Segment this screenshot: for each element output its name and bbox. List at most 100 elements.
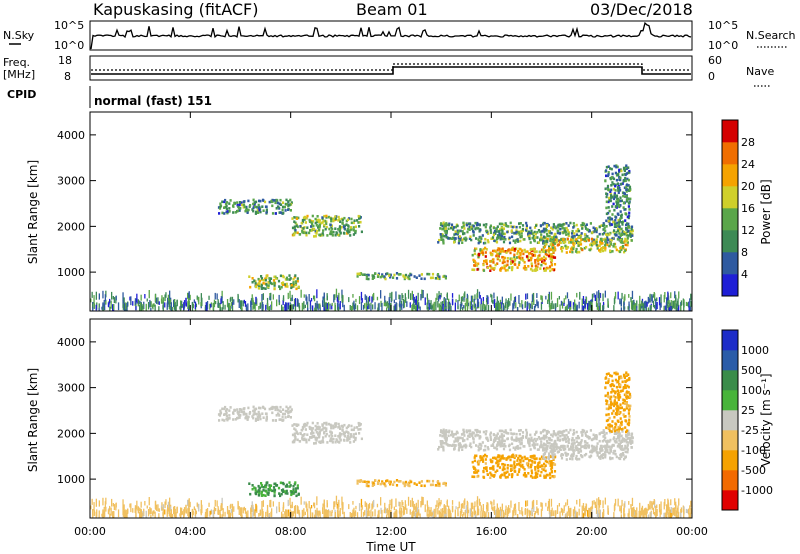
- data-cell: [442, 448, 445, 452]
- data-cell: [305, 233, 308, 237]
- data-cell: [297, 506, 299, 514]
- data-cell: [627, 436, 630, 440]
- data-cell: [499, 441, 502, 445]
- data-cell: [591, 512, 593, 518]
- data-cell: [566, 229, 569, 232]
- data-cell: [257, 206, 260, 210]
- data-cell: [616, 165, 619, 169]
- data-cell: [371, 296, 373, 303]
- data-cell: [352, 509, 354, 515]
- data-cell: [498, 228, 501, 231]
- data-cell: [452, 435, 455, 438]
- data-cell: [332, 426, 335, 430]
- data-cell: [573, 442, 576, 445]
- data-cell: [248, 482, 251, 485]
- data-cell: [424, 504, 426, 513]
- data-cell: [516, 230, 519, 234]
- data-cell: [274, 406, 277, 409]
- data-cell: [613, 432, 616, 435]
- data-cell: [506, 464, 509, 467]
- data-cell: [226, 299, 229, 307]
- data-cell: [251, 415, 254, 418]
- data-cell: [352, 294, 354, 298]
- data-cell: [529, 241, 532, 244]
- data-cell: [498, 233, 501, 236]
- data-cell: [306, 433, 309, 436]
- data-cell: [623, 186, 626, 190]
- data-cell: [485, 436, 488, 440]
- data-cell: [279, 418, 282, 421]
- data-cell: [518, 463, 521, 467]
- data-cell: [556, 438, 559, 442]
- data-cell: [393, 480, 396, 484]
- data-cell: [254, 487, 257, 490]
- data-cell: [539, 465, 542, 468]
- data-cell: [355, 298, 357, 303]
- data-cell: [175, 305, 177, 311]
- data-cell: [286, 285, 289, 288]
- data-cell: [320, 428, 323, 432]
- data-cell: [527, 234, 530, 238]
- data-cell: [607, 418, 610, 422]
- data-cell: [439, 233, 442, 236]
- data-cell: [542, 457, 545, 460]
- data-cell: [604, 436, 607, 440]
- data-cell: [427, 306, 429, 311]
- data-cell: [323, 214, 326, 218]
- data-cell: [372, 481, 375, 485]
- data-cell: [248, 275, 251, 278]
- data-cell: [500, 222, 503, 226]
- data-cell: [204, 305, 207, 311]
- data-cell: [550, 470, 553, 474]
- data-cell: [619, 406, 622, 410]
- data-cell: [598, 306, 600, 311]
- data-cell: [484, 432, 487, 436]
- data-cell: [215, 301, 217, 305]
- data-cell: [513, 258, 516, 261]
- data-cell: [473, 301, 476, 309]
- data-cell: [491, 300, 494, 304]
- data-cell: [565, 246, 568, 250]
- data-cell: [608, 198, 611, 202]
- data-cell: [624, 237, 627, 241]
- data-cell: [627, 178, 630, 182]
- data-cell: [474, 468, 477, 472]
- data-cell: [505, 505, 507, 510]
- data-cell: [668, 304, 670, 311]
- data-cell: [491, 294, 493, 303]
- data-cell: [543, 245, 546, 249]
- data-cell: [620, 248, 623, 251]
- data-cell: [107, 302, 110, 307]
- data-cell: [536, 443, 539, 446]
- data-cell: [301, 509, 303, 518]
- data-cell: [625, 441, 628, 444]
- data-cell: [519, 252, 522, 255]
- data-cell: [625, 393, 628, 396]
- data-cell: [179, 306, 181, 310]
- data-cell: [631, 497, 634, 506]
- data-cell: [470, 502, 473, 512]
- data-cell: [228, 207, 231, 210]
- data-cell: [224, 511, 226, 517]
- data-cell: [321, 423, 324, 426]
- data-cell: [357, 428, 360, 431]
- data-cell: [471, 253, 474, 257]
- data-cell: [296, 438, 299, 442]
- data-cell: [617, 395, 620, 399]
- data-cell: [610, 184, 613, 187]
- data-cell: [680, 300, 683, 306]
- data-cell: [95, 511, 97, 518]
- data-cell: [482, 460, 485, 463]
- data-cell: [617, 235, 620, 239]
- data-cell: [617, 430, 620, 433]
- data-cell: [530, 262, 533, 265]
- data-cell: [319, 512, 321, 518]
- data-cell: [620, 237, 624, 241]
- data-cell: [624, 447, 628, 450]
- data-cell: [383, 302, 385, 307]
- data-cell: [233, 202, 236, 205]
- data-cell: [510, 260, 513, 264]
- data-cell: [622, 373, 626, 377]
- data-cell: [404, 276, 407, 279]
- data-cell: [477, 241, 480, 245]
